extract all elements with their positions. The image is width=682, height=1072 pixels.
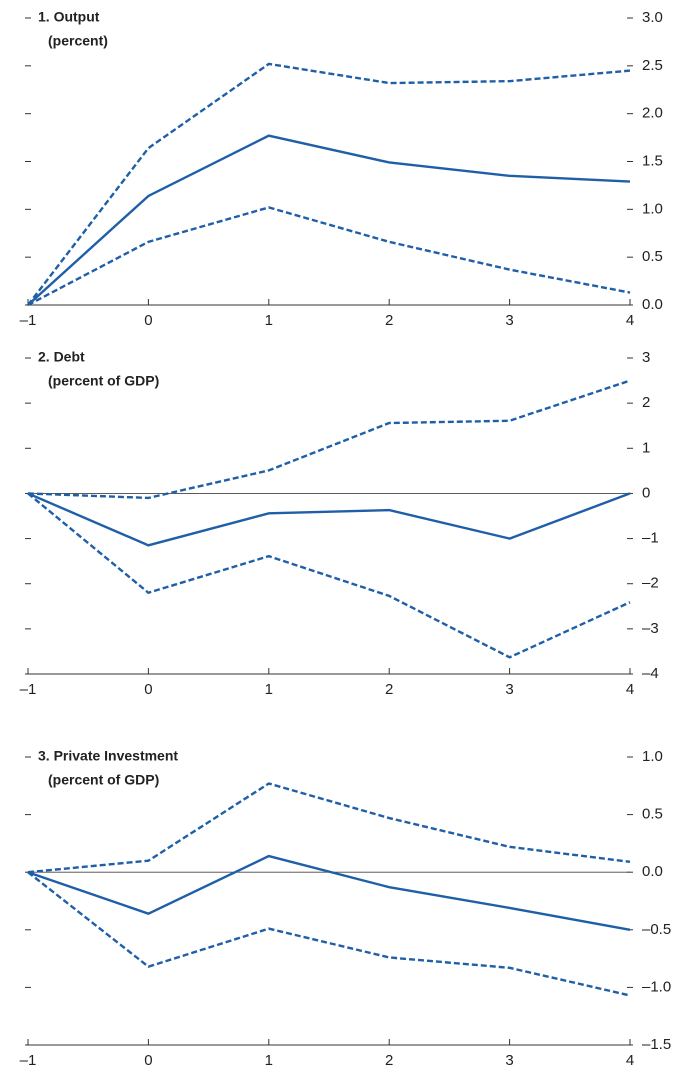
x-tick-label: 3 xyxy=(505,1052,513,1069)
x-tick-label: 2 xyxy=(385,312,393,329)
y-tick-label: 1.0 xyxy=(642,200,663,217)
panel-title: 2. Debt xyxy=(38,349,85,365)
y-tick-label: 0.0 xyxy=(642,296,663,313)
y-tick-label: 0.5 xyxy=(642,248,663,265)
panel-title: 3. Private Investment xyxy=(38,748,178,764)
y-tick-label: 3.0 xyxy=(642,9,663,26)
y-tick-label: 0.5 xyxy=(642,806,663,823)
x-tick-label: 4 xyxy=(626,312,634,329)
x-tick-label: 0 xyxy=(144,1052,152,1069)
y-tick-label: 0.0 xyxy=(642,863,663,880)
panel-subtitle: (percent) xyxy=(48,33,108,49)
y-tick-label: 0 xyxy=(642,484,650,501)
series-line xyxy=(27,492,631,659)
series-line xyxy=(27,62,631,306)
x-tick-label: 2 xyxy=(385,681,393,698)
x-tick-label: 3 xyxy=(505,312,513,329)
x-tick-label: 3 xyxy=(505,681,513,698)
y-tick-label: –0.5 xyxy=(642,921,671,938)
y-tick-label: 1.5 xyxy=(642,152,663,169)
y-tick-label: 2.5 xyxy=(642,57,663,74)
x-tick-label: –1 xyxy=(20,681,37,698)
x-tick-label: –1 xyxy=(20,1052,37,1069)
panel-subtitle: (percent of GDP) xyxy=(48,772,159,788)
y-tick-label: 2.0 xyxy=(642,105,663,122)
series-line xyxy=(27,854,631,931)
series-line xyxy=(27,379,631,500)
x-tick-label: 1 xyxy=(265,1052,273,1069)
x-tick-label: 1 xyxy=(265,681,273,698)
y-tick-label: –1.5 xyxy=(642,1036,671,1053)
y-tick-label: –1 xyxy=(642,530,659,547)
x-tick-label: 0 xyxy=(144,312,152,329)
y-tick-label: –3 xyxy=(642,620,659,637)
series-line xyxy=(27,134,631,306)
y-tick-label: 3 xyxy=(642,349,650,366)
series-line xyxy=(27,782,631,874)
series-line xyxy=(27,206,631,307)
x-tick-label: 1 xyxy=(265,312,273,329)
x-tick-label: 4 xyxy=(626,681,634,698)
y-tick-label: 1.0 xyxy=(642,748,663,765)
x-tick-label: 4 xyxy=(626,1052,634,1069)
panel-subtitle: (percent of GDP) xyxy=(48,373,159,389)
y-tick-label: –1.0 xyxy=(642,978,671,995)
x-tick-label: 2 xyxy=(385,1052,393,1069)
x-tick-label: –1 xyxy=(20,312,37,329)
x-tick-label: 0 xyxy=(144,681,152,698)
series-line xyxy=(27,871,631,997)
panel-title: 1. Output xyxy=(38,9,100,25)
y-tick-label: 1 xyxy=(642,439,650,456)
y-tick-label: –2 xyxy=(642,575,659,592)
series-line xyxy=(27,492,631,547)
y-tick-label: 2 xyxy=(642,394,650,411)
y-tick-label: –4 xyxy=(642,665,659,682)
